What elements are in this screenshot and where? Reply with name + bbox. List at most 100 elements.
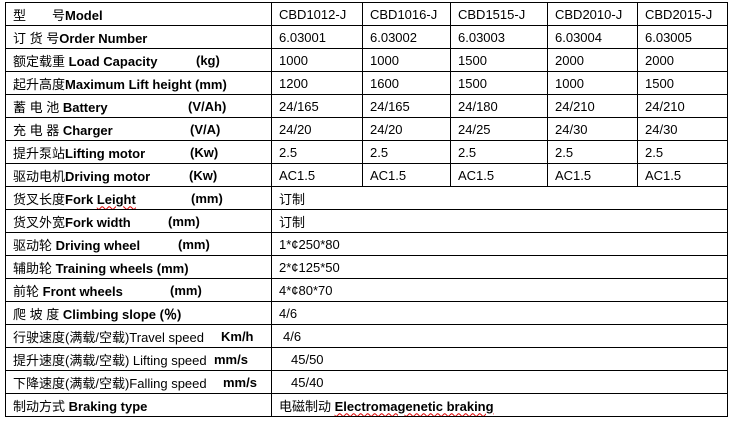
spec-value: 24/25	[450, 117, 548, 141]
spec-value: 24/165	[362, 94, 451, 118]
label-cn: 行驶速度(满载/空载)	[13, 329, 130, 345]
label-en: Fork Leight	[65, 191, 136, 207]
spec-value: 24/30	[637, 117, 728, 141]
spec-value: 2.5	[271, 140, 363, 164]
spec-label: 行驶速度(满载/空载)Travel speed Km/h	[5, 324, 272, 348]
label-unit: (Kw)	[190, 145, 219, 160]
table-row: 行驶速度(满载/空载)Travel speed Km/h 4/6	[5, 324, 728, 348]
spec-value: 4*¢80*70	[271, 278, 728, 302]
label-unit: (V/A)	[190, 122, 221, 137]
spec-label: 起升高度Maximum Lift height (mm)	[5, 71, 272, 95]
label-cn: 提升速度(满载/空载)	[13, 352, 133, 368]
spec-value: 电磁制动 Electromagenetic braking	[271, 393, 728, 417]
spec-value: 24/20	[362, 117, 451, 141]
label-cn: 制动方式	[13, 398, 69, 414]
spec-value: AC1.5	[450, 163, 548, 187]
label-unit: (mm)	[168, 214, 200, 229]
label-en: Order Number	[59, 30, 148, 46]
spec-value: 2*¢125*50	[271, 255, 728, 279]
spec-value: 6.03001	[271, 25, 363, 49]
label-en: Fork width	[65, 214, 131, 230]
spec-value: 1600	[362, 71, 451, 95]
table-row: 辅助轮 Training wheels (mm) 2*¢125*50	[5, 255, 728, 279]
spec-value: 1200	[271, 71, 363, 95]
label-cn: 驱动轮	[13, 237, 56, 253]
spec-value: 订制	[271, 209, 728, 233]
spec-label: 驱动电机Driving motor (Kw)	[5, 163, 272, 187]
spec-value: 2.5	[637, 140, 728, 164]
spec-value: 1000	[362, 48, 451, 72]
spec-value: 6.03002	[362, 25, 451, 49]
table-row: 制动方式 Braking type 电磁制动 Electromagenetic b…	[5, 393, 728, 417]
spec-value: 4/6	[271, 301, 728, 325]
spec-value: 1*¢250*80	[271, 232, 728, 256]
label-en: Lifting speed	[132, 352, 207, 368]
label-cn: 前轮	[13, 283, 43, 299]
spec-value: 2000	[547, 48, 638, 72]
label-en: Load Capacity	[68, 53, 158, 69]
label-en: Front wheels	[42, 283, 123, 299]
spec-label: 辅助轮 Training wheels (mm)	[5, 255, 272, 279]
label-unit: (％)	[159, 306, 182, 322]
value-cn: 电磁制动	[279, 398, 335, 414]
table-row: 提升泵站Lifting motor (Kw) 2.5 2.5 2.5 2.5 2.5	[5, 140, 728, 164]
label-cn: 充 电 器	[13, 122, 63, 138]
table-row: 驱动轮 Driving wheel (mm) 1*¢250*80	[5, 232, 728, 256]
label-en: Maximum Lift height	[65, 76, 192, 92]
spec-value: CBD2010-J	[547, 2, 638, 26]
label-unit: (Kw)	[189, 168, 218, 183]
table-row: 货叉长度Fork Leight (mm) 订制	[5, 186, 728, 210]
label-unit: (mm)	[170, 283, 202, 298]
label-en: Charger	[62, 122, 113, 138]
table-row: 提升速度(满载/空载) Lifting speed mm/s 45/50	[5, 347, 728, 371]
spec-label: 提升速度(满载/空载) Lifting speed mm/s	[5, 347, 272, 371]
label-cn: 额定载重	[13, 53, 69, 69]
label-cn: 订 货 号	[13, 30, 60, 46]
table-row: 型 号Model CBD1012-J CBD1016-J CBD1515-J CBD20…	[5, 2, 728, 26]
label-unit: (mm)	[156, 260, 189, 276]
spec-value: CBD1515-J	[450, 2, 548, 26]
label-cn: 货叉外宽	[13, 214, 66, 230]
spec-label: 下降速度(满载/空载)Falling speed mm/s	[5, 370, 272, 394]
table-row: 爬 坡 度 Climbing slope (％) 4/6	[5, 301, 728, 325]
table-row: 订 货 号Order Number 6.03001 6.03002 6.03003 6.…	[5, 25, 728, 49]
spec-value: 24/210	[637, 94, 728, 118]
label-cn: 蓄 电 池	[13, 99, 63, 115]
spec-value: 2.5	[547, 140, 638, 164]
spec-value: 4/6	[271, 324, 728, 348]
label-unit: (kg)	[196, 53, 220, 68]
label-unit: (mm)	[178, 237, 210, 252]
spec-value: 2000	[637, 48, 728, 72]
label-en: Driving wheel	[55, 237, 141, 253]
spec-label: 前轮 Front wheels (mm)	[5, 278, 272, 302]
label-unit: (mm)	[191, 191, 223, 206]
label-cn: 驱动电机	[13, 168, 66, 184]
spec-value: 6.03003	[450, 25, 548, 49]
table-row: 货叉外宽Fork width (mm) 订制	[5, 209, 728, 233]
table-row: 下降速度(满载/空载)Falling speed mm/s 45/40	[5, 370, 728, 394]
spec-label: 订 货 号Order Number	[5, 25, 272, 49]
spec-value: AC1.5	[271, 163, 363, 187]
spec-label: 蓄 电 池 Battery (V/Ah)	[5, 94, 272, 118]
spec-value: 2.5	[362, 140, 451, 164]
label-en: Model	[65, 7, 103, 23]
label-unit: mm/s	[214, 352, 248, 367]
spec-value: 1000	[547, 71, 638, 95]
spec-value: AC1.5	[362, 163, 451, 187]
spec-value: 24/20	[271, 117, 363, 141]
table-row: 额定载重 Load Capacity (kg) 1000 1000 1500 2000 20…	[5, 48, 728, 72]
label-cn: 货叉长度	[13, 191, 66, 207]
label-unit: mm/s	[223, 375, 257, 390]
spec-value: 1500	[450, 48, 548, 72]
table-row: 前轮 Front wheels (mm) 4*¢80*70	[5, 278, 728, 302]
label-cn: 提升泵站	[13, 145, 66, 161]
spec-value: AC1.5	[547, 163, 638, 187]
spec-value: 24/210	[547, 94, 638, 118]
label-en: Travel speed	[129, 329, 204, 345]
label-en: Driving motor	[65, 168, 151, 184]
spec-value: 订制	[271, 186, 728, 210]
spec-value: CBD2015-J	[637, 2, 728, 26]
table-row: 起升高度Maximum Lift height (mm) 1200 1600 1500…	[5, 71, 728, 95]
table-row: 驱动电机Driving motor (Kw) AC1.5 AC1.5 AC1.5 AC1.…	[5, 163, 728, 187]
label-en: Climbing slope	[62, 306, 157, 322]
